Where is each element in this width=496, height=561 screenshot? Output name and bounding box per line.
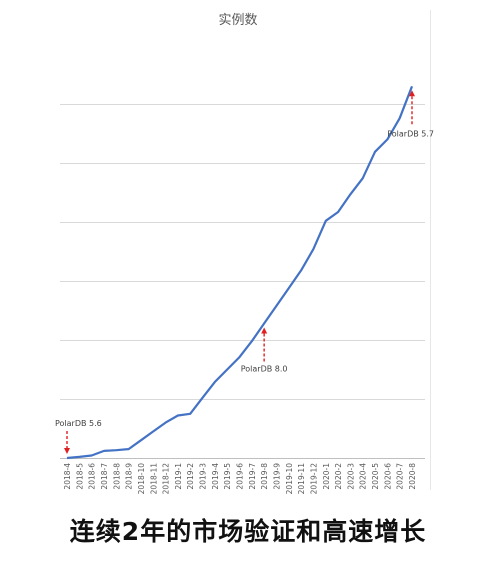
x-tick-label: 2019-4 <box>211 463 220 490</box>
x-tick-label: 2020-6 <box>383 463 392 490</box>
x-tick-label: 2019-5 <box>223 463 232 490</box>
instance-count-chart: 实例数 2018-4 2018-5 2018-6 2018-7 2018-8 2018-9… <box>55 10 434 495</box>
x-tick-label: 2019-10 <box>285 463 294 495</box>
x-tick-label: 2020-1 <box>322 463 331 490</box>
x-tick-label: 2019-8 <box>260 463 269 490</box>
annotation-arrow-head <box>261 327 268 334</box>
annotation: PolarDB 5.7 <box>387 90 434 138</box>
gridlines <box>60 10 431 490</box>
annotation-label: PolarDB 8.0 <box>241 364 288 373</box>
x-tick-label: 2018-5 <box>75 463 84 490</box>
x-tick-label: 2019-6 <box>236 463 245 490</box>
x-axis-tick-labels: 2018-4 2018-5 2018-6 2018-7 2018-8 2018-9 2018… <box>63 463 417 495</box>
x-tick-label: 2019-1 <box>174 463 183 490</box>
x-tick-label: 2018-6 <box>88 463 97 490</box>
x-tick-label: 2019-7 <box>248 463 257 490</box>
chart-title: 实例数 <box>218 13 257 28</box>
x-tick-label: 2020-2 <box>334 463 343 490</box>
x-tick-label: 2019-12 <box>309 463 318 495</box>
annotations: PolarDB 5.6 PolarDB 8.0 PolarDB 5.7 <box>55 90 434 454</box>
x-tick-label: 2018-12 <box>162 463 171 495</box>
x-tick-label: 2018-11 <box>149 463 158 495</box>
x-tick-label: 2019-3 <box>199 463 208 490</box>
x-tick-label: 2020-5 <box>371 463 380 490</box>
x-tick-label: 2020-3 <box>346 463 355 490</box>
x-tick-label: 2020-7 <box>396 463 405 490</box>
x-tick-label: 2018-8 <box>112 463 121 490</box>
x-tick-label: 2018-9 <box>125 463 134 490</box>
annotation-arrow-head <box>64 448 70 454</box>
x-tick-label: 2018-7 <box>100 463 109 490</box>
x-tick-label: 2018-10 <box>137 463 146 495</box>
series-line <box>66 85 414 460</box>
x-tick-label: 2019-11 <box>297 463 306 495</box>
annotation-label: PolarDB 5.7 <box>387 129 434 138</box>
slide-caption: 连续2年的市场验证和高速增长 <box>69 517 427 546</box>
annotation: PolarDB 8.0 <box>241 327 288 373</box>
x-tick-label: 2018-4 <box>63 463 72 490</box>
annotation: PolarDB 5.6 <box>55 419 102 454</box>
annotation-label: PolarDB 5.6 <box>55 419 102 428</box>
annotation-arrow-head <box>409 90 415 97</box>
x-tick-label: 2020-4 <box>359 463 368 490</box>
x-tick-label: 2019-9 <box>272 463 281 490</box>
x-tick-label: 2019-2 <box>186 463 195 490</box>
x-tick-label: 2020-8 <box>408 463 417 490</box>
